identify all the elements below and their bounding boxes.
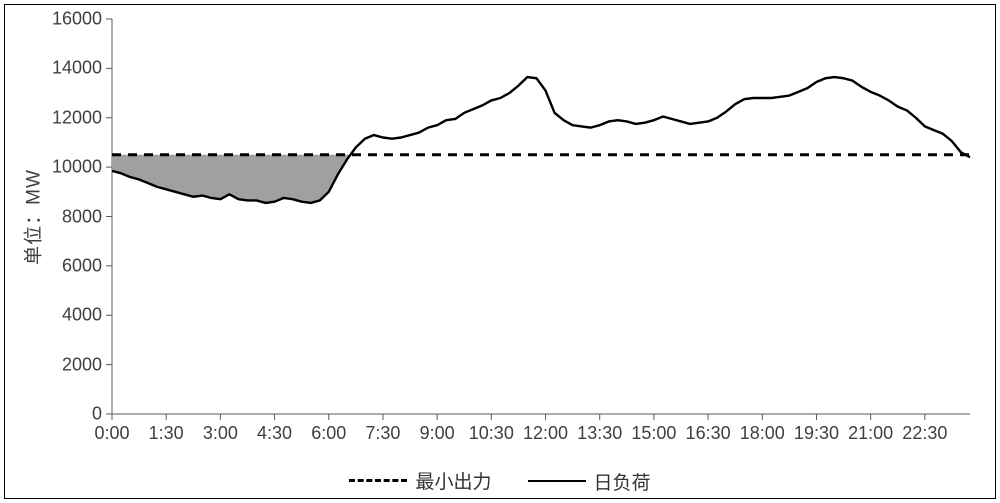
y-tick-label: 10000	[47, 157, 102, 178]
chart-svg	[112, 19, 970, 422]
y-tick-label: 14000	[47, 58, 102, 79]
x-tick-label: 12:00	[523, 424, 568, 442]
x-tick-label: 16:30	[686, 424, 731, 442]
x-tick-label: 15:00	[631, 424, 676, 442]
y-tick-label: 16000	[47, 9, 102, 30]
legend-swatch	[349, 479, 407, 482]
x-tick-label: 6:00	[311, 424, 346, 442]
y-tick-label: 12000	[47, 107, 102, 128]
x-tick-label: 4:30	[257, 424, 292, 442]
x-tick-label: 1:30	[149, 424, 184, 442]
legend-label: 日负荷	[594, 468, 651, 495]
x-tick-label: 22:30	[902, 424, 947, 442]
y-tick-label: 4000	[47, 305, 102, 326]
x-tick-label: 0:00	[94, 424, 129, 442]
y-tick-label: 2000	[47, 354, 102, 375]
x-tick-label: 13:30	[577, 424, 622, 442]
y-tick-label: 0	[47, 404, 102, 425]
legend-item-daily_load: 日负荷	[528, 468, 651, 495]
x-tick-label: 19:30	[794, 424, 839, 442]
x-tick-label: 10:30	[469, 424, 514, 442]
x-tick-label: 9:00	[420, 424, 455, 442]
legend-item-min_output: 最小出力	[349, 467, 491, 494]
y-tick-label: 6000	[47, 255, 102, 276]
legend-swatch	[528, 480, 586, 482]
x-tick-label: 18:00	[740, 424, 785, 442]
x-tick-label: 21:00	[848, 424, 893, 442]
x-tick-label: 3:00	[203, 424, 238, 442]
plot-area	[112, 19, 970, 414]
x-tick-label: 7:30	[365, 424, 400, 442]
legend: 最小出力 日负荷	[0, 466, 1000, 495]
y-axis-label: 单位：MW	[19, 169, 46, 265]
y-tick-label: 8000	[47, 206, 102, 227]
legend-label: 最小出力	[415, 467, 491, 494]
